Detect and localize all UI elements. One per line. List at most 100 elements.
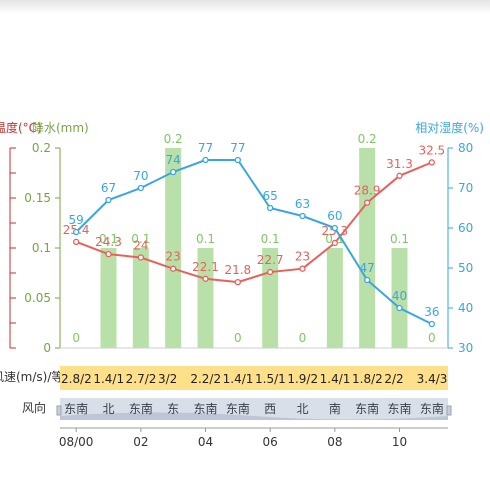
- precipitation-value-label: 0: [234, 331, 242, 345]
- wind-row-label: 风速(m/s)/等级: [0, 370, 75, 384]
- precipitation-value-label: 0: [72, 331, 80, 345]
- precipitation-tick-label: 0: [43, 341, 51, 355]
- humidity-value-label: 47: [360, 261, 375, 275]
- precipitation-value-label: 0.1: [99, 232, 118, 246]
- humidity-point: [396, 304, 403, 312]
- precipitation-tick-label: 0.2: [32, 141, 51, 155]
- humidity-series: 59 67 70 74 77 77 65 63 60 47 40 36: [69, 141, 439, 328]
- direction-value: 东南: [420, 401, 444, 416]
- precipitation-value-label: 0.1: [390, 232, 409, 246]
- temperature-point: [267, 268, 274, 276]
- wind-value: 2.8/2: [61, 372, 92, 386]
- direction-value: 东南: [193, 401, 217, 416]
- temperature-axis-title: 温度(°C): [0, 120, 42, 135]
- precipitation-bar: [100, 248, 117, 348]
- humidity-point: [137, 184, 144, 192]
- humidity-line: [75, 159, 433, 325]
- precipitation-bar: [359, 148, 376, 348]
- temperature-point: [428, 159, 435, 166]
- precipitation-bar: [165, 148, 182, 348]
- humidity-value-label: 63: [295, 197, 310, 211]
- humidity-point: [331, 224, 338, 232]
- precipitation-bar: [197, 248, 214, 348]
- temperature-point: [202, 275, 209, 282]
- precipitation-tick-label: 0.1: [32, 241, 51, 255]
- humidity-value-label: 77: [230, 141, 245, 155]
- temperature-point: [105, 251, 112, 258]
- temperature-point: [396, 172, 403, 179]
- temperature-point: [137, 254, 144, 261]
- precipitation-value-label: 0.1: [261, 232, 280, 246]
- temperature-value-label: 24.3: [95, 235, 122, 249]
- direction-row-right-handle[interactable]: [446, 405, 452, 416]
- humidity-value-label: 65: [263, 189, 278, 203]
- temperature-value-label: 31.3: [386, 157, 413, 171]
- direction-value: 西: [264, 402, 276, 416]
- temperature-value-label: 22.7: [257, 253, 284, 267]
- x-tick-label: 04: [198, 435, 213, 449]
- humidity-tick-label: 60: [458, 221, 473, 235]
- temperature-value-label: 22.1: [192, 260, 219, 274]
- direction-value: 北: [296, 402, 308, 416]
- humidity-point: [428, 320, 435, 328]
- temperature-value-label: 28.9: [354, 184, 381, 198]
- precipitation-value-labels: 00.1 0.10.20.100.100.10.20.10: [72, 132, 435, 345]
- temperature-value-label: 21.8: [224, 263, 251, 277]
- wind-row-background: [60, 366, 448, 390]
- temperature-value-label: 23: [166, 250, 181, 264]
- direction-value: 东南: [355, 401, 379, 416]
- direction-value: 东南: [64, 401, 88, 416]
- temperature-axis-ticks: [10, 147, 16, 349]
- wind-value: 1.4/1: [223, 372, 254, 386]
- direction-row: 东南北东南东东南 东南西北南东南 东南 东南: [56, 398, 452, 420]
- temperature-point: [73, 238, 80, 245]
- direction-value: 南: [329, 401, 341, 416]
- humidity-value-label: 74: [166, 153, 181, 167]
- humidity-axis-title: 相对湿度(%): [415, 120, 484, 135]
- precipitation-tick-label: 0.15: [24, 191, 51, 205]
- x-tick-label: 10: [392, 435, 407, 449]
- direction-row-label: 风向: [22, 400, 46, 415]
- humidity-point: [267, 204, 274, 212]
- humidity-point: [73, 228, 80, 236]
- precipitation-axis-title: 降水(mm): [32, 121, 89, 135]
- humidity-tick-label: 80: [458, 141, 473, 155]
- humidity-tick-label: 50: [458, 261, 473, 275]
- direction-row-left-handle[interactable]: [56, 405, 62, 416]
- direction-value: 东南: [129, 401, 153, 416]
- precipitation-axis-ticks: 0 0.05 0.1 0.15 0.2: [24, 141, 60, 355]
- humidity-value-label: 70: [133, 169, 148, 183]
- x-tick-label: 06: [263, 435, 278, 449]
- precipitation-value-label: 0: [428, 331, 436, 345]
- wind-value: 2/2: [384, 372, 403, 386]
- temperature-point: [234, 278, 241, 286]
- humidity-axis-ticks: 30 40 50 60 70 80: [448, 141, 473, 355]
- humidity-tick-label: 30: [458, 341, 473, 355]
- humidity-value-label: 59: [69, 213, 84, 227]
- direction-value: 东南: [387, 401, 411, 416]
- humidity-value-label: 60: [327, 209, 342, 223]
- humidity-value-label: 77: [198, 141, 213, 155]
- x-tick-label: 08: [327, 435, 342, 449]
- temperature-point: [299, 265, 306, 272]
- humidity-point: [299, 212, 306, 220]
- precipitation-value-label: 0.1: [196, 232, 215, 246]
- wind-value: 3.4/3: [417, 372, 448, 386]
- precipitation-bars: [100, 148, 408, 348]
- temperature-point: [170, 265, 177, 272]
- humidity-value-label: 36: [424, 305, 439, 319]
- direction-value: 北: [102, 402, 114, 416]
- humidity-point: [234, 156, 241, 164]
- wind-value: 1.8/2: [352, 372, 383, 386]
- direction-value: 东: [167, 402, 179, 416]
- x-tick-label: 08/00: [59, 435, 94, 449]
- wind-value: 1.9/2: [287, 372, 318, 386]
- precipitation-value-label: 0: [299, 331, 307, 345]
- humidity-point: [202, 156, 209, 164]
- wind-row: 2.8/2 1.4/1 2.7/2 3/2 2.2/2 1.4/1 1.5/1 1.9/2 1.…: [60, 366, 448, 390]
- humidity-point: [170, 168, 177, 176]
- temperature-line: [75, 161, 433, 284]
- wind-value: 1.4/1: [320, 372, 351, 386]
- temperature-point: [331, 239, 338, 247]
